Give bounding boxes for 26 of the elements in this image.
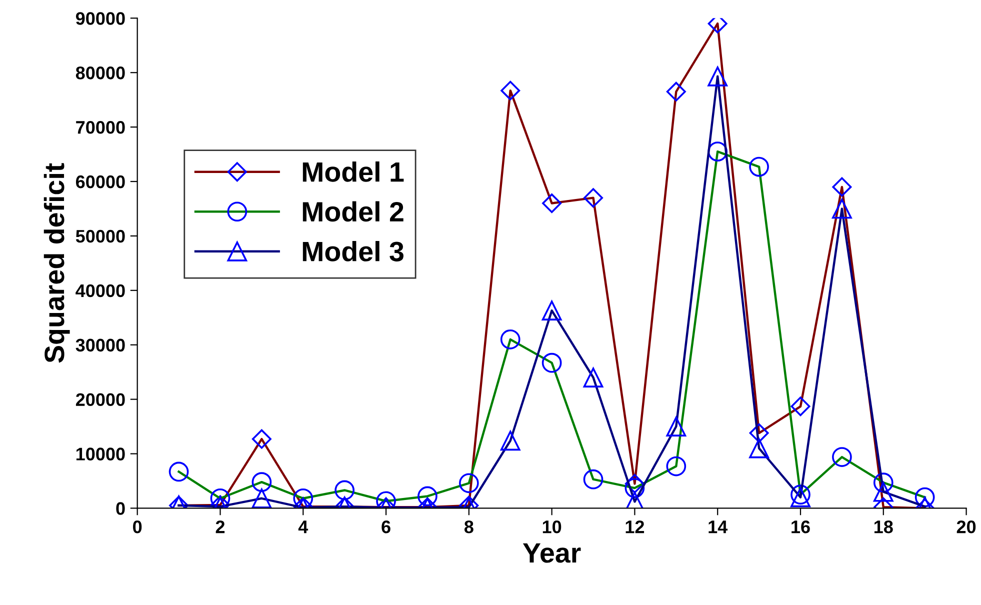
y-tick-label: 60000 — [76, 175, 125, 188]
legend-label: Model 3 — [302, 241, 404, 262]
y-tick-label: 20000 — [76, 393, 125, 406]
x-tick-label: 16 — [792, 520, 810, 534]
legend-label: Model 2 — [302, 201, 404, 222]
x-tick-label: 12 — [626, 520, 644, 534]
y-tick-label: 10000 — [76, 448, 125, 460]
y-tick-label: 0 — [116, 502, 125, 515]
y-tick-label: 90000 — [76, 12, 125, 25]
y-axis-title: Squared deficit — [44, 163, 70, 363]
y-tick-label: 80000 — [76, 66, 125, 80]
y-tick-label: 40000 — [76, 284, 125, 298]
x-tick-label: 8 — [464, 520, 474, 534]
y-tick-label: 50000 — [76, 230, 125, 243]
x-tick-label: 0 — [133, 520, 142, 534]
x-tick-label: 14 — [708, 520, 728, 534]
y-tick-label: 70000 — [76, 120, 125, 134]
x-tick-label: 10 — [542, 520, 562, 534]
x-axis-title: Year — [522, 543, 581, 563]
legend-label: Model 1 — [302, 161, 404, 182]
x-tick-label: 2 — [216, 520, 225, 534]
x-tick-label: 4 — [298, 520, 308, 534]
x-tick-label: 18 — [874, 520, 893, 534]
y-tick-label: 30000 — [76, 338, 125, 352]
x-tick-label: 20 — [956, 520, 976, 534]
x-tick-label: 6 — [382, 520, 390, 534]
